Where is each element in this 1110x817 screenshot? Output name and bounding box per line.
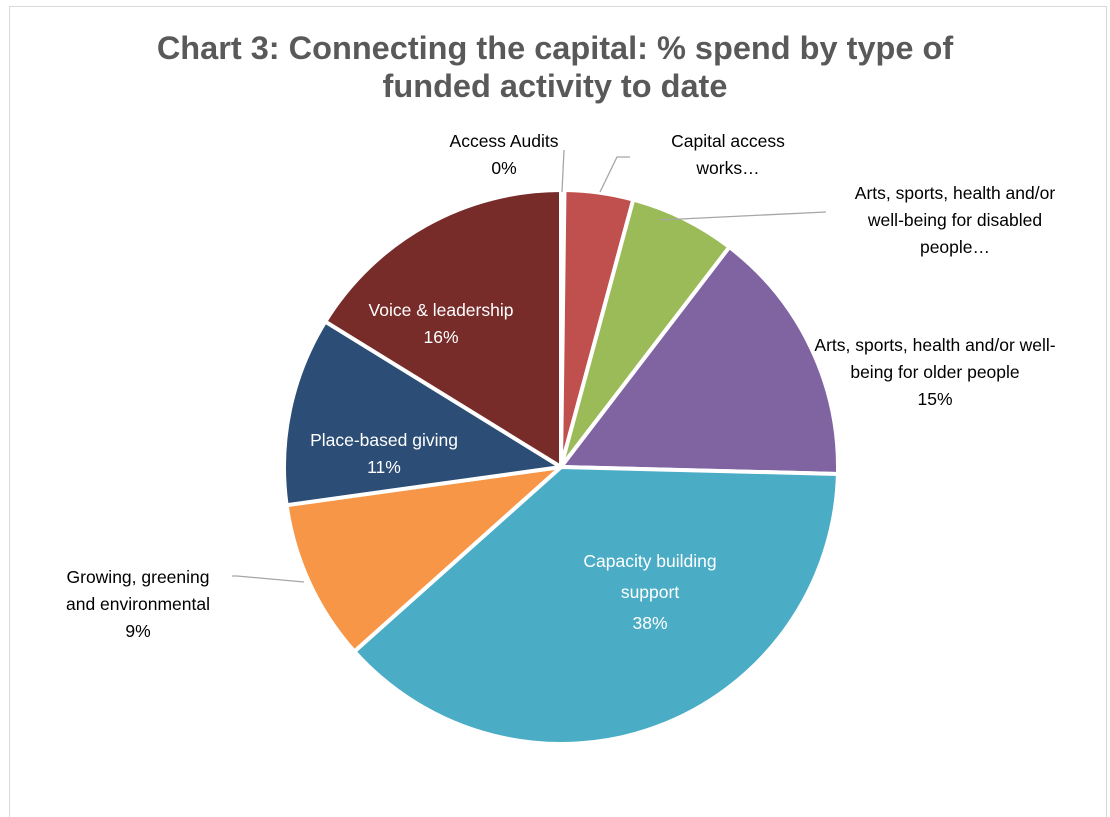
data-label-line: Arts, sports, health and/or bbox=[855, 183, 1056, 203]
data-label-line: support bbox=[621, 582, 680, 602]
data-label-line: Place-based giving bbox=[310, 430, 458, 450]
data-label-line: well-being for disabled bbox=[867, 210, 1042, 230]
data-label-capital-access-works: Capital access works… bbox=[671, 131, 785, 178]
pie-slice-arts-sports-health-and-or-well-being-for-older-people bbox=[559, 245, 840, 476]
data-label-line: being for older people bbox=[850, 362, 1019, 382]
data-label-place-based-giving: Place-based giving 11% bbox=[310, 430, 458, 477]
slices-layer bbox=[282, 187, 840, 747]
data-label-arts-sports-health-and-or-well-being-for-older-people: Arts, sports, health and/or well-being f… bbox=[814, 335, 1055, 409]
data-label-line: 15% bbox=[917, 389, 952, 409]
data-label-line: Capacity building bbox=[583, 551, 716, 571]
data-label-line: 0% bbox=[491, 158, 516, 178]
data-label-line: people… bbox=[920, 237, 990, 257]
data-label-line: Capital access bbox=[671, 131, 785, 151]
leader-line-arts-sports-health-and-or-well-being-for-disabled-people bbox=[659, 211, 827, 221]
data-label-capacity-building-support: Capacity building support 38% bbox=[583, 551, 716, 633]
pie-slice-place-based-giving bbox=[282, 319, 563, 508]
data-label-line: 9% bbox=[125, 621, 150, 641]
chart-title-line-1: Chart 3: Connecting the capital: % spend… bbox=[156, 30, 954, 66]
pie-slice-capacity-building-support bbox=[352, 465, 840, 747]
data-label-line: Voice & leadership bbox=[369, 300, 514, 320]
data-label-line: 11% bbox=[367, 457, 401, 477]
data-label-line: works… bbox=[695, 158, 759, 178]
leader-lines-layer bbox=[232, 149, 827, 583]
data-label-growing-greening-and-environmental: Growing, greening and environmental 9% bbox=[66, 567, 210, 641]
pie-slice-voice-and-leadership bbox=[323, 188, 563, 469]
data-label-line: and environmental bbox=[66, 594, 210, 614]
chart-title: Chart 3: Connecting the capital: % spend… bbox=[0, 29, 1110, 105]
data-label-line: 38% bbox=[632, 613, 667, 633]
data-label-voice-and-leadership: Voice & leadership 16% bbox=[369, 300, 514, 347]
data-label-line: 16% bbox=[423, 327, 458, 347]
data-label-line: Arts, sports, health and/or well- bbox=[814, 335, 1055, 355]
data-label-arts-sports-health-and-or-well-being-for-disabled-people: Arts, sports, health and/or well-being fo… bbox=[855, 183, 1056, 257]
leader-line-capital-access-works bbox=[599, 156, 630, 193]
pie-slice-growing-greening-and-environmental bbox=[284, 465, 563, 654]
data-label-access-audits: Access Audits 0% bbox=[450, 131, 559, 178]
chart-title-line-2: funded activity to date bbox=[382, 68, 728, 104]
leader-line-access-audits bbox=[561, 149, 565, 193]
leader-line-growing-greening-and-environmental bbox=[232, 575, 305, 583]
data-labels-layer: Access Audits 0% Capital access works… Arts,… bbox=[66, 131, 1056, 641]
data-label-line: Access Audits bbox=[450, 131, 559, 151]
data-label-line: Growing, greening bbox=[67, 567, 210, 587]
